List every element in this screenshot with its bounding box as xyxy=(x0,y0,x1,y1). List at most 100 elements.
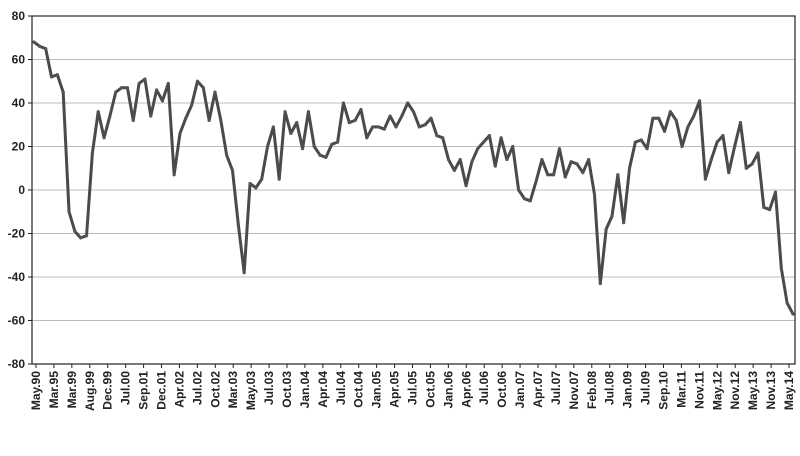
data-point xyxy=(131,118,135,122)
x-tick-label: May.03 xyxy=(244,371,258,410)
data-point xyxy=(61,90,65,94)
x-tick-label: Jan.06 xyxy=(441,371,455,409)
x-tick-label: May.13 xyxy=(746,371,760,410)
data-point xyxy=(598,281,602,286)
data-point xyxy=(248,181,252,186)
data-point xyxy=(260,177,264,181)
data-point xyxy=(633,140,637,144)
data-point xyxy=(38,44,42,49)
data-point xyxy=(762,205,766,209)
x-tick-label: Jul.04 xyxy=(334,371,348,405)
data-point xyxy=(365,136,369,140)
data-point xyxy=(540,157,544,162)
data-point xyxy=(90,151,94,155)
data-point xyxy=(79,236,83,240)
data-point xyxy=(376,125,381,129)
data-point xyxy=(102,136,106,140)
data-point xyxy=(697,99,702,103)
data-point xyxy=(715,140,719,144)
data-point xyxy=(207,118,211,122)
data-point xyxy=(768,207,772,212)
y-tick-label: 60 xyxy=(12,53,26,67)
x-tick-label: Oct.02 xyxy=(208,371,222,408)
data-point xyxy=(178,131,182,136)
x-tick-label: Apr.07 xyxy=(531,371,545,408)
data-point xyxy=(785,301,789,305)
data-point xyxy=(201,86,205,90)
x-tick-label: Apr.04 xyxy=(316,371,330,408)
data-point xyxy=(44,47,48,51)
x-tick-label: Mar.95 xyxy=(47,371,61,409)
data-point xyxy=(347,120,351,125)
data-point xyxy=(172,173,176,177)
data-point xyxy=(318,153,322,157)
data-point xyxy=(627,166,632,170)
data-point xyxy=(487,134,491,138)
data-point xyxy=(230,168,235,173)
data-point xyxy=(744,166,748,170)
x-tick-label: Oct.06 xyxy=(495,371,509,408)
data-point xyxy=(236,223,240,227)
data-point xyxy=(254,186,258,190)
gridlines xyxy=(32,15,795,365)
data-point xyxy=(604,227,608,231)
data-point xyxy=(756,151,760,155)
x-tick-label: Apr.02 xyxy=(172,371,186,408)
data-point xyxy=(668,110,672,114)
data-point xyxy=(476,147,480,151)
data-point xyxy=(575,162,579,166)
data-point xyxy=(779,266,783,270)
y-tick-label: 80 xyxy=(12,9,26,23)
data-point xyxy=(452,168,456,173)
data-point xyxy=(394,125,398,129)
data-point xyxy=(563,175,567,179)
data-point xyxy=(721,134,725,138)
data-point xyxy=(219,118,223,122)
data-point xyxy=(55,73,59,77)
data-point xyxy=(242,271,246,275)
x-tick-label: Oct.03 xyxy=(280,371,294,408)
x-tick-label: Jul.09 xyxy=(639,371,653,405)
x-tick-label: Jul.08 xyxy=(603,371,617,405)
data-point xyxy=(96,110,100,114)
x-tick-label: Jul.06 xyxy=(477,371,491,405)
data-point xyxy=(119,86,124,90)
data-point xyxy=(750,162,754,166)
data-point xyxy=(680,144,684,149)
data-point xyxy=(703,177,708,181)
x-tick-label: Oct.05 xyxy=(423,371,437,408)
data-point xyxy=(662,129,667,133)
data-point xyxy=(435,134,439,138)
data-point xyxy=(773,190,778,194)
data-point xyxy=(108,114,112,118)
x-tick-label: Mar.03 xyxy=(226,371,240,409)
data-point xyxy=(733,144,737,149)
data-point xyxy=(336,140,340,144)
data-point xyxy=(552,173,556,177)
data-point xyxy=(225,153,229,157)
data-point xyxy=(458,157,462,162)
x-tick-label: Jul.05 xyxy=(406,371,420,405)
data-point xyxy=(341,101,346,105)
data-point xyxy=(125,86,130,90)
x-tick-label: Aug.99 xyxy=(83,371,97,411)
data-point xyxy=(592,192,597,196)
data-point xyxy=(446,157,451,162)
series-layer xyxy=(32,40,795,316)
data-point xyxy=(581,171,585,175)
x-tick-label: Jan.09 xyxy=(621,371,635,409)
x-tick-label: Mar.99 xyxy=(65,371,79,409)
data-point xyxy=(569,160,573,164)
data-point xyxy=(184,116,188,120)
x-tick-label: Jul.02 xyxy=(190,371,204,405)
data-point xyxy=(32,40,36,44)
data-point xyxy=(114,90,118,94)
data-point xyxy=(49,75,54,79)
y-tick-label: 20 xyxy=(12,140,26,154)
x-tick-label: Jan.07 xyxy=(513,371,527,409)
data-point xyxy=(610,214,614,218)
y-tick-label: -40 xyxy=(8,270,26,284)
data-point xyxy=(493,164,497,168)
data-point xyxy=(306,110,311,114)
